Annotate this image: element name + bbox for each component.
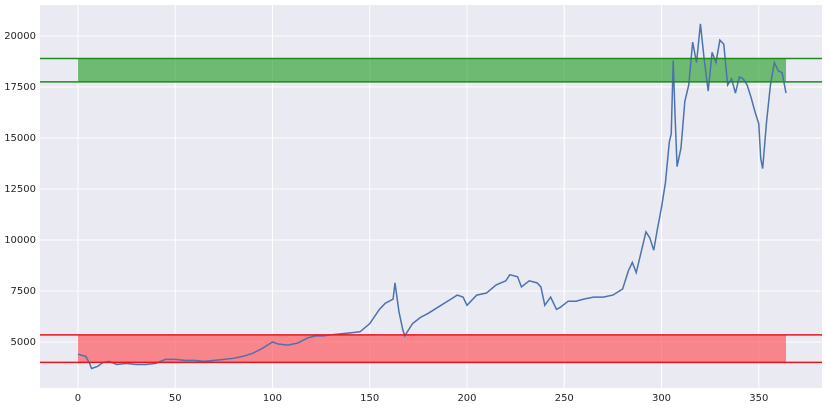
x-tick-label: 150 xyxy=(360,393,379,404)
x-tick-label: 100 xyxy=(263,393,282,404)
band-fill xyxy=(77,334,787,363)
band-fill xyxy=(77,58,787,82)
y-tick-label: 17500 xyxy=(4,82,36,93)
x-tick-label: 200 xyxy=(457,393,476,404)
y-tick-label: 10000 xyxy=(4,235,36,246)
x-tick-label: 0 xyxy=(75,393,81,404)
y-tick-label: 12500 xyxy=(4,184,36,195)
y-tick-label: 15000 xyxy=(4,133,36,144)
y-tick-label: 5000 xyxy=(11,337,36,348)
price-line xyxy=(77,23,787,370)
x-tick-label: 350 xyxy=(749,393,768,404)
y-tick-label: 7500 xyxy=(11,286,36,297)
x-tick-label: 300 xyxy=(652,393,671,404)
x-tick-label: 50 xyxy=(169,393,182,404)
y-tick-label: 20000 xyxy=(4,31,36,42)
x-tick-label: 250 xyxy=(555,393,574,404)
